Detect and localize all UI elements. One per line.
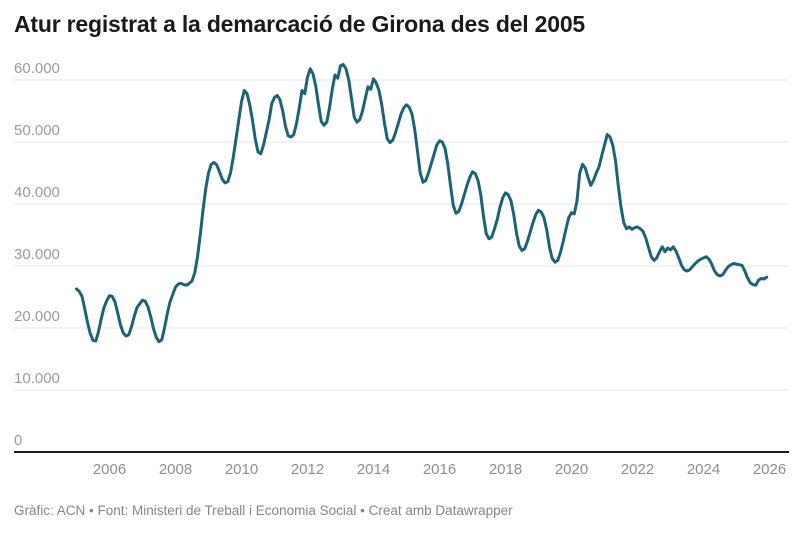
x-axis-tick-label: 2006: [93, 461, 126, 478]
y-axis-tick-label: 30.000: [14, 246, 60, 263]
x-axis-tick-label: 2026: [753, 461, 786, 478]
y-axis-tick-label: 40.000: [14, 184, 60, 201]
x-axis-tick-label: 2012: [291, 461, 324, 478]
x-axis-tick-label: 2018: [489, 461, 522, 478]
x-axis-tick-label: 2010: [225, 461, 258, 478]
x-axis-tick-label: 2008: [159, 461, 192, 478]
x-axis-tick-label: 2016: [423, 461, 456, 478]
y-axis-tick-label: 0: [14, 432, 22, 449]
y-axis-tick-label: 60.000: [14, 60, 60, 77]
y-axis-tick-label: 20.000: [14, 308, 60, 325]
y-axis-tick-label: 50.000: [14, 122, 60, 139]
x-axis-tick-label: 2024: [687, 461, 720, 478]
x-axis-tick-label: 2022: [621, 461, 654, 478]
x-axis-tick-label: 2020: [555, 461, 588, 478]
unemployment-data-line: [75, 63, 769, 344]
y-axis-tick-label: 10.000: [14, 370, 60, 387]
chart-title: Atur registrat a la demarcació de Girona…: [14, 11, 586, 37]
x-axis-tick-label: 2014: [357, 461, 390, 478]
chart-footer: Gràfic: ACN • Font: Ministeri de Treball…: [14, 503, 513, 518]
